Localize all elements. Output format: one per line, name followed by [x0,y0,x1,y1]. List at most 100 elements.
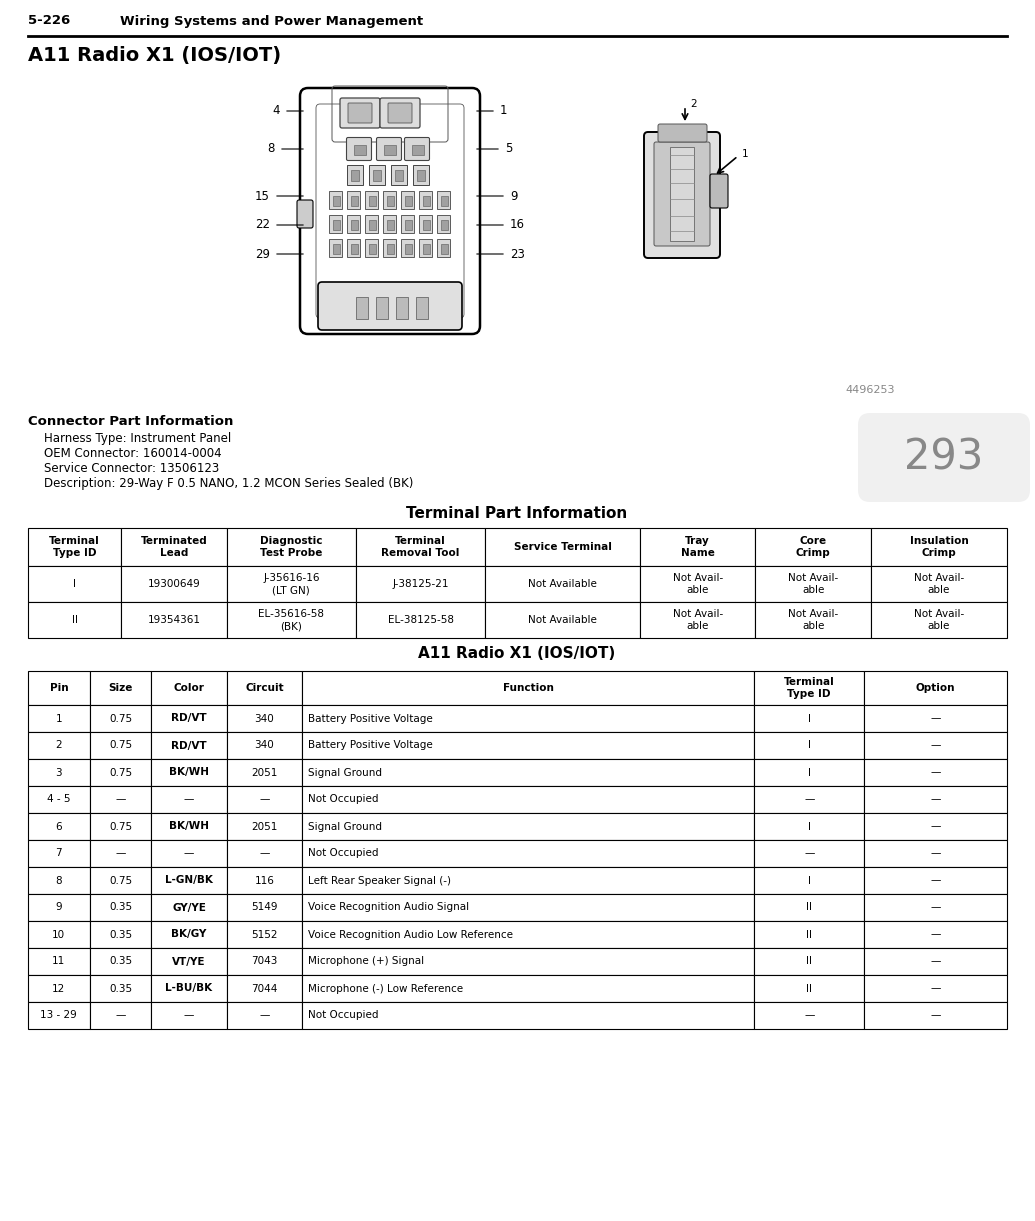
Bar [302,1002,755,1029]
Bar [227,1002,302,1029]
Text: I: I [807,740,810,751]
Bar [864,786,1007,813]
Bar [437,239,450,256]
Text: 7043: 7043 [252,956,277,967]
Bar [227,867,302,894]
Text: Battery Positive Voltage: Battery Positive Voltage [308,713,433,724]
Bar [90,813,151,840]
Bar [756,602,870,639]
Bar [302,672,755,705]
Text: A11 Radio X1 (IOS/IOT): A11 Radio X1 (IOS/IOT) [28,46,282,66]
Bar [28,705,90,733]
Text: 0.75: 0.75 [109,822,132,832]
Bar [365,190,378,209]
Bar [365,239,378,256]
Text: II: II [806,902,812,912]
Text: Not Avail-
able: Not Avail- able [788,573,838,595]
Text: —: — [804,1011,815,1021]
Text: Insulation
Crimp: Insulation Crimp [910,536,969,558]
Bar [864,921,1007,947]
Bar [28,567,121,602]
Bar [870,567,1007,602]
Text: —: — [804,849,815,858]
Text: 19300649: 19300649 [148,579,200,589]
Bar [670,147,694,241]
Bar [333,244,341,254]
Bar [227,759,302,786]
Bar [227,786,302,813]
Text: —: — [804,795,815,805]
Bar [755,976,864,1002]
Bar [356,602,485,639]
Text: II: II [806,956,812,967]
Bar [755,894,864,921]
Text: EL-35616-58
(BK): EL-35616-58 (BK) [259,609,324,631]
Bar [28,759,90,786]
Text: 11: 11 [52,956,65,967]
Text: Terminated
Lead: Terminated Lead [141,536,207,558]
Text: BK/WH: BK/WH [169,768,209,778]
Bar [351,197,358,206]
Bar [121,527,227,567]
Bar [90,947,151,976]
Text: 340: 340 [255,713,274,724]
Text: 12: 12 [52,983,65,994]
Bar [395,170,403,181]
Bar [755,672,864,705]
Bar [755,786,864,813]
Bar [151,921,227,947]
Text: —: — [115,849,125,858]
FancyBboxPatch shape [341,98,380,128]
Bar [151,976,227,1002]
Text: Pin: Pin [50,683,68,694]
Bar [302,733,755,759]
Text: Voice Recognition Audio Signal: Voice Recognition Audio Signal [308,902,469,912]
Bar [302,894,755,921]
Bar [640,527,756,567]
Bar [90,867,151,894]
Bar [227,672,302,705]
Bar [90,976,151,1002]
Bar [356,567,485,602]
Text: Not Avail-
able: Not Avail- able [914,573,964,595]
Text: Harness Type: Instrument Panel: Harness Type: Instrument Panel [45,432,231,444]
FancyBboxPatch shape [710,175,728,208]
Text: Service Terminal: Service Terminal [513,542,612,552]
Text: 5149: 5149 [252,902,277,912]
Bar [401,215,414,233]
FancyBboxPatch shape [297,200,313,228]
Bar [329,239,342,256]
Bar [302,947,755,976]
Text: —: — [115,1011,125,1021]
Bar [121,567,227,602]
Text: Size: Size [109,683,132,694]
Text: Core
Crimp: Core Crimp [796,536,830,558]
Text: 4496253: 4496253 [846,385,895,396]
Text: 5152: 5152 [252,929,277,939]
Bar [755,921,864,947]
Text: Not Occupied: Not Occupied [308,1011,379,1021]
Text: 0.75: 0.75 [109,768,132,778]
Text: BK/WH: BK/WH [169,822,209,832]
Text: —: — [259,795,269,805]
Bar [864,759,1007,786]
Text: VT/YE: VT/YE [172,956,206,967]
Bar [90,759,151,786]
Text: RD/VT: RD/VT [171,740,207,751]
Bar [373,170,381,181]
Text: 0.35: 0.35 [109,983,132,994]
Text: 1: 1 [56,713,62,724]
Text: —: — [259,1011,269,1021]
Text: —: — [930,956,941,967]
Bar [329,190,342,209]
Text: 293: 293 [905,437,983,479]
Bar [347,239,360,256]
Bar [302,976,755,1002]
Bar [347,165,363,186]
Bar [28,733,90,759]
Bar [333,220,341,230]
Bar [864,672,1007,705]
Bar [412,145,424,155]
Bar [356,297,368,319]
Bar [383,215,396,233]
